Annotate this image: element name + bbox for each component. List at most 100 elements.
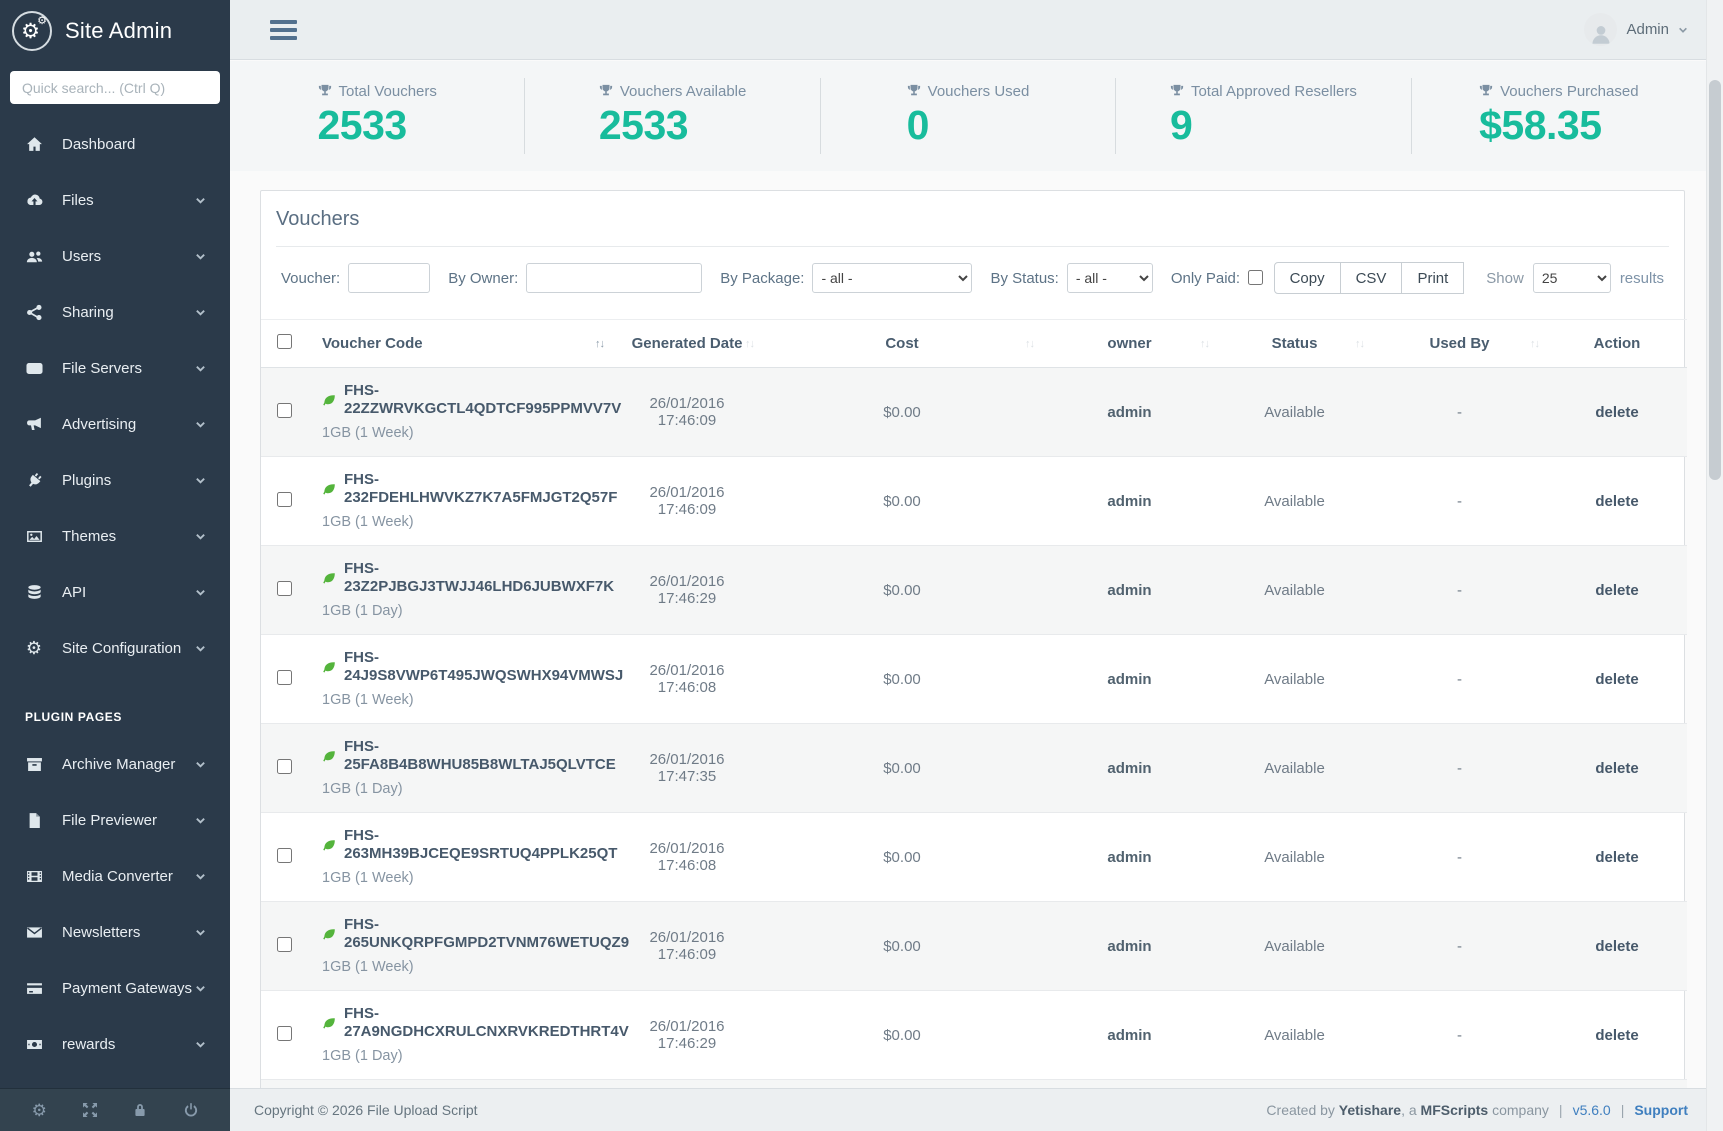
show-results-select[interactable]: 25	[1533, 263, 1611, 293]
delete-link[interactable]: delete	[1595, 938, 1638, 955]
users-icon	[24, 247, 44, 266]
sidebar-item[interactable]: Users	[0, 228, 230, 284]
sidebar-item[interactable]: Sharing	[0, 284, 230, 340]
column-header[interactable]: Status ↑↓	[1217, 320, 1372, 368]
delete-link[interactable]: delete	[1595, 760, 1638, 777]
voucher-code: FHS-263MH39BJCEQE9SRTUQ4PPLK25QT	[344, 827, 617, 863]
quick-search-input[interactable]	[10, 71, 220, 104]
gear-icon[interactable]: ⚙	[30, 1101, 48, 1119]
voucher-row: FHS-23Z2PJBGJ3TWJJ46LHD6JUBWXF7K 1GB (1 …	[261, 546, 1687, 635]
sidebar-item[interactable]: rewards	[0, 1016, 230, 1072]
voucher-code-cell: FHS-24J9S8VWP6T495JWQSWHX94VMWSJ 1GB (1 …	[307, 635, 612, 724]
action-cell: delete	[1547, 813, 1687, 902]
sort-icon: ↑↓	[1355, 338, 1364, 350]
chevron-down-icon	[195, 587, 206, 598]
column-header[interactable]: Generated Date ↑↓	[612, 320, 762, 368]
row-checkbox[interactable]	[277, 1026, 292, 1041]
sidebar-item[interactable]: Themes	[0, 508, 230, 564]
generated-date-cell: 26/01/2016 17:47:35	[612, 724, 762, 813]
owner-cell: admin	[1042, 368, 1217, 457]
used-by-cell: -	[1372, 1080, 1547, 1089]
row-checkbox[interactable]	[277, 937, 292, 952]
sidebar-item[interactable]: Advertising	[0, 396, 230, 452]
lock-icon[interactable]	[131, 1101, 149, 1119]
delete-link[interactable]: delete	[1595, 671, 1638, 688]
column-header[interactable]: Voucher Code ↑↓	[307, 320, 612, 368]
chevron-down-icon	[195, 983, 206, 994]
sidebar-item[interactable]: File Previewer	[0, 792, 230, 848]
sidebar-item[interactable]: Files	[0, 172, 230, 228]
row-checkbox[interactable]	[277, 759, 292, 774]
yetishare-link[interactable]: Yetishare	[1339, 1102, 1401, 1118]
chevron-down-icon	[195, 307, 206, 318]
column-header[interactable]: owner ↑↓	[1042, 320, 1217, 368]
row-checkbox[interactable]	[277, 403, 292, 418]
used-by-cell: -	[1372, 635, 1547, 724]
vouchers-table: Voucher Code ↑↓ Generated Date ↑↓	[261, 319, 1687, 1088]
power-icon[interactable]	[182, 1101, 200, 1119]
sidebar-item[interactable]: Newsletters	[0, 904, 230, 960]
sidebar-item[interactable]: Dashboard	[0, 116, 230, 172]
column-header[interactable]: Used By ↑↓	[1372, 320, 1547, 368]
row-checkbox[interactable]	[277, 670, 292, 685]
sidebar-item[interactable]: Payment Gateways	[0, 960, 230, 1016]
voucher-package: 1GB (1 Day)	[322, 781, 604, 798]
voucher-leaf-icon	[322, 482, 336, 496]
owner-filter-input[interactable]	[526, 263, 702, 293]
file-icon	[24, 811, 44, 830]
expand-icon[interactable]	[81, 1101, 99, 1119]
stat-card: Vouchers Used 0	[820, 78, 1115, 154]
export-button[interactable]: CSV	[1340, 262, 1403, 294]
select-all-checkbox[interactable]	[277, 334, 292, 349]
column-header[interactable]: Cost ↑↓	[762, 320, 1042, 368]
row-checkbox[interactable]	[277, 581, 292, 596]
voucher-filter-input[interactable]	[348, 263, 430, 293]
cost-cell: $0.00	[762, 635, 1042, 724]
row-checkbox[interactable]	[277, 848, 292, 863]
voucher-leaf-icon	[322, 838, 336, 852]
export-button-group: Copy CSV Print	[1274, 262, 1465, 294]
only-paid-checkbox[interactable]	[1248, 270, 1263, 285]
package-filter-select[interactable]: - all -	[812, 263, 972, 293]
sidebar-item[interactable]: Media Converter	[0, 848, 230, 904]
row-checkbox[interactable]	[277, 492, 292, 507]
chevron-down-icon	[195, 531, 206, 542]
delete-link[interactable]: delete	[1595, 493, 1638, 510]
plugin-pages-heading: PLUGIN PAGES	[0, 676, 230, 736]
chevron-down-icon	[195, 871, 206, 882]
sidebar-item[interactable]: ⚙ Site Configuration	[0, 620, 230, 676]
sidebar-item[interactable]: File Servers	[0, 340, 230, 396]
stat-card: Total Vouchers 2533	[230, 79, 524, 153]
mfscripts-link[interactable]: MFScripts	[1421, 1102, 1489, 1118]
delete-link[interactable]: delete	[1595, 582, 1638, 599]
scrollbar[interactable]	[1706, 0, 1723, 1131]
sidebar-item[interactable]: Plugins	[0, 452, 230, 508]
sidebar-plugin-nav: Archive Manager File Previewer Media Con…	[0, 736, 230, 1072]
sidebar-item[interactable]: API	[0, 564, 230, 620]
support-link[interactable]: Support	[1634, 1102, 1688, 1118]
export-button[interactable]: Print	[1401, 262, 1464, 294]
avatar[interactable]	[1584, 13, 1617, 46]
voucher-code: FHS-265UNKQRPFGMPD2TVNM76WETUQZ9	[344, 916, 629, 952]
sidebar-item[interactable]: Archive Manager	[0, 736, 230, 792]
generated-date-cell: 26/01/2016 17:46:09	[612, 457, 762, 546]
owner-filter-label: By Owner:	[448, 270, 518, 287]
action-cell: delete	[1547, 902, 1687, 991]
used-by-cell: -	[1372, 546, 1547, 635]
image-icon	[24, 527, 44, 546]
scrollbar-thumb[interactable]	[1709, 80, 1721, 480]
column-header[interactable]: Action ↑↓	[1547, 320, 1687, 368]
chevron-down-icon	[195, 475, 206, 486]
menu-toggle-button[interactable]	[270, 20, 297, 40]
delete-link[interactable]: delete	[1595, 849, 1638, 866]
trophy-icon	[1479, 84, 1493, 98]
voucher-code: FHS-22ZZWRVKGCTL4QDTCF995PPMVV7V	[344, 382, 621, 418]
plug-icon	[24, 471, 44, 490]
status-filter-select[interactable]: - all -	[1067, 263, 1153, 293]
owner-cell: admin	[1042, 991, 1217, 1080]
chevron-down-icon	[1678, 25, 1688, 35]
user-menu[interactable]: Admin	[1584, 13, 1688, 46]
delete-link[interactable]: delete	[1595, 1027, 1638, 1044]
delete-link[interactable]: delete	[1595, 404, 1638, 421]
export-button[interactable]: Copy	[1274, 262, 1341, 294]
